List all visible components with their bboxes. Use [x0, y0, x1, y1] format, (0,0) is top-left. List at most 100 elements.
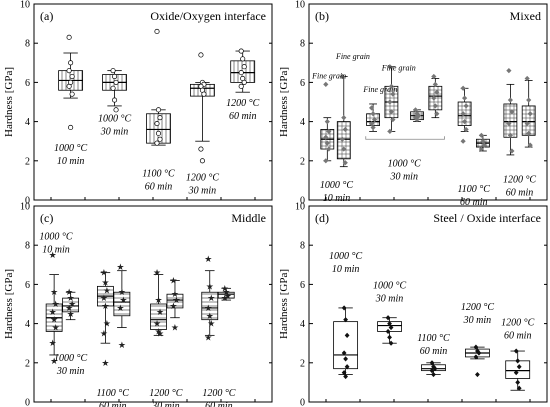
data-point — [460, 85, 466, 91]
fine-grain-label: Fine grain — [311, 71, 346, 80]
data-point — [432, 81, 438, 87]
group-annotation: 1000 °C — [54, 143, 87, 154]
data-point — [460, 138, 466, 144]
group-annotation: 10 min — [323, 193, 351, 204]
data-point — [390, 91, 396, 97]
group-annotation: 30 min — [375, 293, 404, 304]
y-tick-label: 6 — [25, 78, 30, 89]
y-tick-label: 2 — [25, 358, 30, 369]
data-point — [506, 120, 512, 127]
data-point — [66, 68, 72, 74]
panel-b-ylabel: Hardness [GPa] — [278, 67, 290, 137]
y-tick-label: 8 — [25, 39, 30, 50]
data-point — [387, 334, 392, 340]
y-tick-label: 6 — [300, 280, 305, 291]
y-tick-label: 8 — [300, 39, 305, 50]
panel-a-marks: 1000 °C 10 min 1000 °C 30 min 1100 °C 60 min 1… — [54, 28, 260, 196]
data-point — [344, 332, 350, 338]
data-point — [342, 160, 348, 166]
data-point: ★ — [100, 269, 108, 279]
data-point — [110, 68, 116, 74]
data-point — [473, 344, 479, 350]
data-point — [476, 350, 482, 356]
data-point — [112, 73, 118, 80]
data-point: ★ — [169, 276, 177, 286]
data-point — [342, 126, 348, 133]
data-point — [390, 117, 396, 123]
data-point — [339, 73, 345, 80]
data-point: ★ — [119, 296, 127, 306]
y-tick-label: 4 — [300, 319, 305, 330]
data-point: ★ — [103, 320, 111, 330]
data-point: ★ — [65, 304, 73, 314]
data-point — [524, 120, 530, 127]
panel-d-title: Steel / Oxide interface — [433, 211, 541, 225]
data-point — [68, 60, 74, 66]
data-point — [431, 364, 436, 370]
data-point: ★ — [171, 290, 179, 300]
data-point: ★ — [67, 294, 75, 304]
data-point — [157, 136, 163, 142]
group-annotation: 1100 °C — [458, 184, 491, 195]
data-point: ★ — [52, 300, 60, 310]
data-point — [475, 371, 480, 378]
data-point: ★ — [101, 278, 109, 288]
group-annotation: 1000 °C — [320, 180, 353, 191]
data-point: ★ — [116, 263, 124, 273]
data-point: ★ — [172, 296, 180, 306]
y-tick-label: 4 — [300, 117, 305, 128]
data-point — [201, 91, 207, 97]
group-annotation: 60 min — [229, 111, 257, 122]
group-annotation: 1000 °C — [329, 251, 362, 262]
y-tick-label: 0 — [300, 196, 305, 207]
box — [113, 291, 131, 317]
data-point: ★ — [49, 308, 57, 318]
panel-b-marks: 1000 °C 10 min 1000 °C 30 min 1100 °C 60 min 1… — [311, 52, 536, 208]
data-point — [432, 103, 438, 109]
data-point — [507, 97, 513, 103]
group-annotation: 30 min — [151, 401, 180, 407]
data-point — [341, 305, 347, 311]
y-tick-label: 6 — [25, 280, 30, 291]
data-point: ★ — [154, 296, 162, 306]
data-point — [388, 340, 394, 346]
box — [201, 291, 219, 321]
data-point — [68, 79, 74, 85]
group-annotation: 1200 °C — [149, 388, 182, 399]
data-point: ★ — [156, 308, 164, 318]
y-tick-label: 0 — [25, 196, 30, 207]
data-point — [473, 354, 479, 360]
data-point: ★ — [207, 320, 215, 330]
data-point — [388, 109, 394, 115]
data-point: ★ — [156, 329, 164, 339]
group-annotation: 60 min — [504, 331, 532, 342]
data-point: ★ — [204, 304, 212, 314]
box — [62, 297, 80, 313]
data-point — [387, 64, 393, 70]
group-annotation: 1100 °C — [142, 168, 175, 179]
data-point — [463, 126, 469, 133]
y-tick-label: 2 — [300, 156, 305, 167]
data-point: ★ — [153, 320, 161, 330]
data-point — [371, 117, 378, 123]
data-point: ★ — [221, 294, 229, 304]
y-tick-label: 0 — [25, 398, 30, 407]
data-point — [343, 373, 349, 380]
panel-d-axis: 0 2 4 6 8 10 — [295, 202, 547, 407]
group-annotation: 60 min — [205, 401, 233, 407]
box — [333, 321, 359, 370]
data-point — [478, 132, 485, 138]
data-point — [199, 158, 205, 164]
data-point: ★ — [204, 255, 212, 265]
data-point: ★ — [50, 288, 58, 298]
data-point — [429, 368, 435, 374]
data-point — [339, 136, 345, 142]
data-point — [412, 107, 419, 113]
panel-a-label: (a) — [40, 9, 53, 23]
data-point: ★ — [100, 329, 108, 339]
data-point — [113, 79, 119, 85]
panel-a: (a) Oxide/Oxygen interface Hardness [GPa… — [3, 0, 273, 207]
group-annotation: 1100 °C — [97, 388, 130, 399]
data-point — [481, 142, 488, 148]
data-point: ★ — [153, 269, 161, 279]
